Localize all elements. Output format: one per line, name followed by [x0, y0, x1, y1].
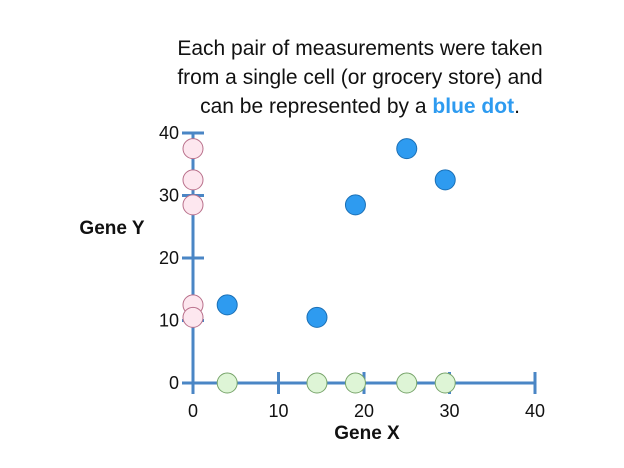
blue-dot-2 [306, 306, 328, 328]
blue-dot-4 [396, 138, 418, 160]
y-tick-label-20: 20 [159, 248, 179, 268]
x-tick-label-0: 0 [188, 401, 198, 421]
x-tick-label-30: 30 [439, 401, 459, 421]
y-tick-label-0: 0 [169, 373, 179, 393]
y-axis-title: Gene Y [79, 218, 144, 239]
x-projection-dot-1 [216, 372, 238, 394]
x-projection-dot-4 [396, 372, 418, 394]
axes [182, 131, 537, 394]
blue-dot-3 [344, 194, 366, 216]
y-projection-dot-3 [182, 194, 204, 216]
data-points [216, 138, 456, 328]
y-tick-label-30: 30 [159, 186, 179, 206]
caption-line-1: Each pair of measurements were taken [177, 37, 543, 60]
x-projection-dot-3 [344, 372, 366, 394]
projection-dots [182, 138, 456, 394]
x-axis-title: Gene X [334, 423, 400, 444]
caption-line-2: from a single cell (or grocery store) an… [177, 66, 543, 89]
tick-labels: 0 10 20 30 40 0 10 20 30 40 [159, 123, 545, 421]
y-projection-dot-5 [182, 306, 204, 328]
y-tick-label-40: 40 [159, 123, 179, 143]
caption-highlight-blue-dot: blue dot [432, 95, 515, 118]
y-projection-dot-1 [182, 138, 204, 160]
x-tick-label-40: 40 [525, 401, 545, 421]
y-tick-label-10: 10 [159, 311, 179, 331]
x-projection-dot-5 [434, 372, 456, 394]
caption-line-3-prefix: can be represented by a [200, 95, 433, 118]
caption-line-3-suffix: . [514, 95, 520, 118]
y-projection-dot-2 [182, 169, 204, 191]
caption-line-3: can be represented by a blue dot. [150, 92, 570, 121]
blue-dot-5 [434, 169, 456, 191]
x-tick-label-10: 10 [268, 401, 288, 421]
x-tick-label-20: 20 [354, 401, 374, 421]
blue-dot-1 [216, 294, 238, 316]
x-projection-dot-2 [306, 372, 328, 394]
chart-caption: Each pair of measurements were taken fro… [150, 34, 570, 121]
